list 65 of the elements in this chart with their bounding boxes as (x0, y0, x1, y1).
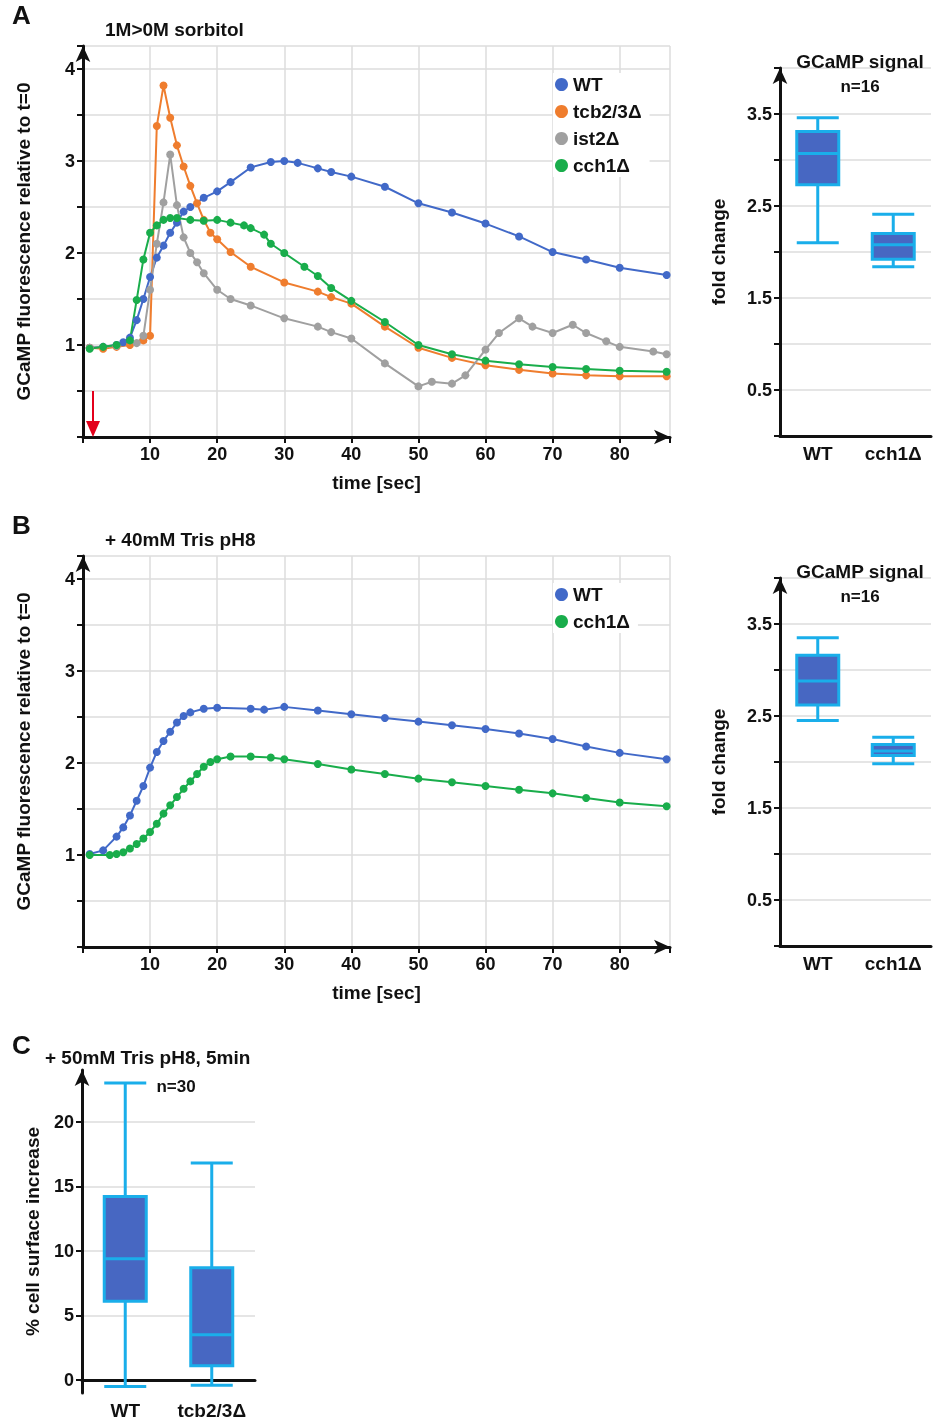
text: n=16 (840, 587, 880, 606)
y-axis-title: GCaMP fluorescence relative to t=0 (13, 592, 34, 911)
y-tick-label: 3 (64, 151, 75, 171)
y-tick-label: 2 (64, 243, 75, 263)
chart-title: + 50mM Tris pH8, 5min (45, 1047, 251, 1068)
x-tick-label: 80 (609, 954, 630, 974)
text: A (12, 0, 31, 30)
y-tick-label: 4 (64, 59, 75, 79)
x-tick-label: WT (802, 443, 833, 464)
legend-label: ist2Δ (573, 128, 620, 149)
text: B (12, 510, 31, 540)
x-tick-label: 70 (542, 954, 563, 974)
x-tick-label: 50 (408, 954, 429, 974)
y-tick-label: 5 (63, 1305, 74, 1326)
legend-label: cch1Δ (573, 155, 630, 176)
y-tick-label: 1 (64, 335, 75, 355)
text: n=16 (840, 77, 880, 96)
y-tick-label: 1 (64, 845, 75, 865)
legend-label: tcb2/3Δ (573, 101, 642, 122)
y-tick-label: 3 (64, 661, 75, 681)
x-axis-title: time [sec] (332, 982, 421, 1003)
x-tick-label: 70 (542, 444, 563, 464)
y-tick-label: 20 (53, 1111, 74, 1132)
y-tick-label: 2.5 (746, 706, 772, 726)
chart-title: 1M>0M sorbitol (105, 19, 244, 40)
y-tick-label: 2.5 (746, 196, 772, 216)
legend-label: WT (573, 584, 603, 605)
y-axis-title: % cell surface increase (22, 1126, 43, 1337)
y-tick-label: 0.5 (746, 890, 772, 910)
x-tick-label: cch1Δ (864, 443, 922, 464)
x-tick-label: 40 (341, 444, 362, 464)
chart-title: + 40mM Tris pH8 (105, 529, 256, 550)
x-tick-label: 80 (609, 444, 630, 464)
x-tick-label: 10 (140, 444, 161, 464)
x-tick-label: 60 (475, 444, 496, 464)
x-tick-label: cch1Δ (864, 953, 922, 974)
chart-title: GCaMP signal (796, 561, 924, 582)
x-tick-label: 60 (475, 954, 496, 974)
y-axis-title: fold change (708, 708, 729, 816)
y-tick-label: 3.5 (746, 614, 772, 634)
legend-label: WT (573, 74, 603, 95)
x-tick-label: WT (802, 953, 833, 974)
x-axis-title: time [sec] (332, 472, 421, 493)
y-tick-label: 2 (64, 753, 75, 773)
x-tick-label: 30 (274, 444, 295, 464)
y-tick-label: 3.5 (746, 104, 772, 124)
y-tick-label: 4 (64, 569, 75, 589)
x-tick-label: 50 (408, 444, 429, 464)
chart-subtitle: n=30 (156, 1077, 196, 1096)
y-tick-label: 0.5 (746, 380, 772, 400)
y-tick-label: 0 (63, 1370, 74, 1391)
x-tick-label: 20 (207, 954, 228, 974)
x-tick-label: 20 (207, 444, 228, 464)
chart-title: GCaMP signal (796, 51, 924, 72)
text: C (12, 1030, 31, 1060)
x-tick-label: 30 (274, 954, 295, 974)
y-axis-title: fold change (708, 198, 729, 306)
y-tick-label: 15 (53, 1176, 74, 1197)
y-tick-label: 10 (53, 1240, 74, 1261)
y-tick-label: 1.5 (746, 288, 772, 308)
x-tick-label: 40 (341, 954, 362, 974)
x-tick-label: 10 (140, 954, 161, 974)
y-tick-label: 1.5 (746, 798, 772, 818)
y-axis-title: GCaMP fluorescence relative to t=0 (13, 82, 34, 401)
legend-label: cch1Δ (573, 611, 630, 632)
